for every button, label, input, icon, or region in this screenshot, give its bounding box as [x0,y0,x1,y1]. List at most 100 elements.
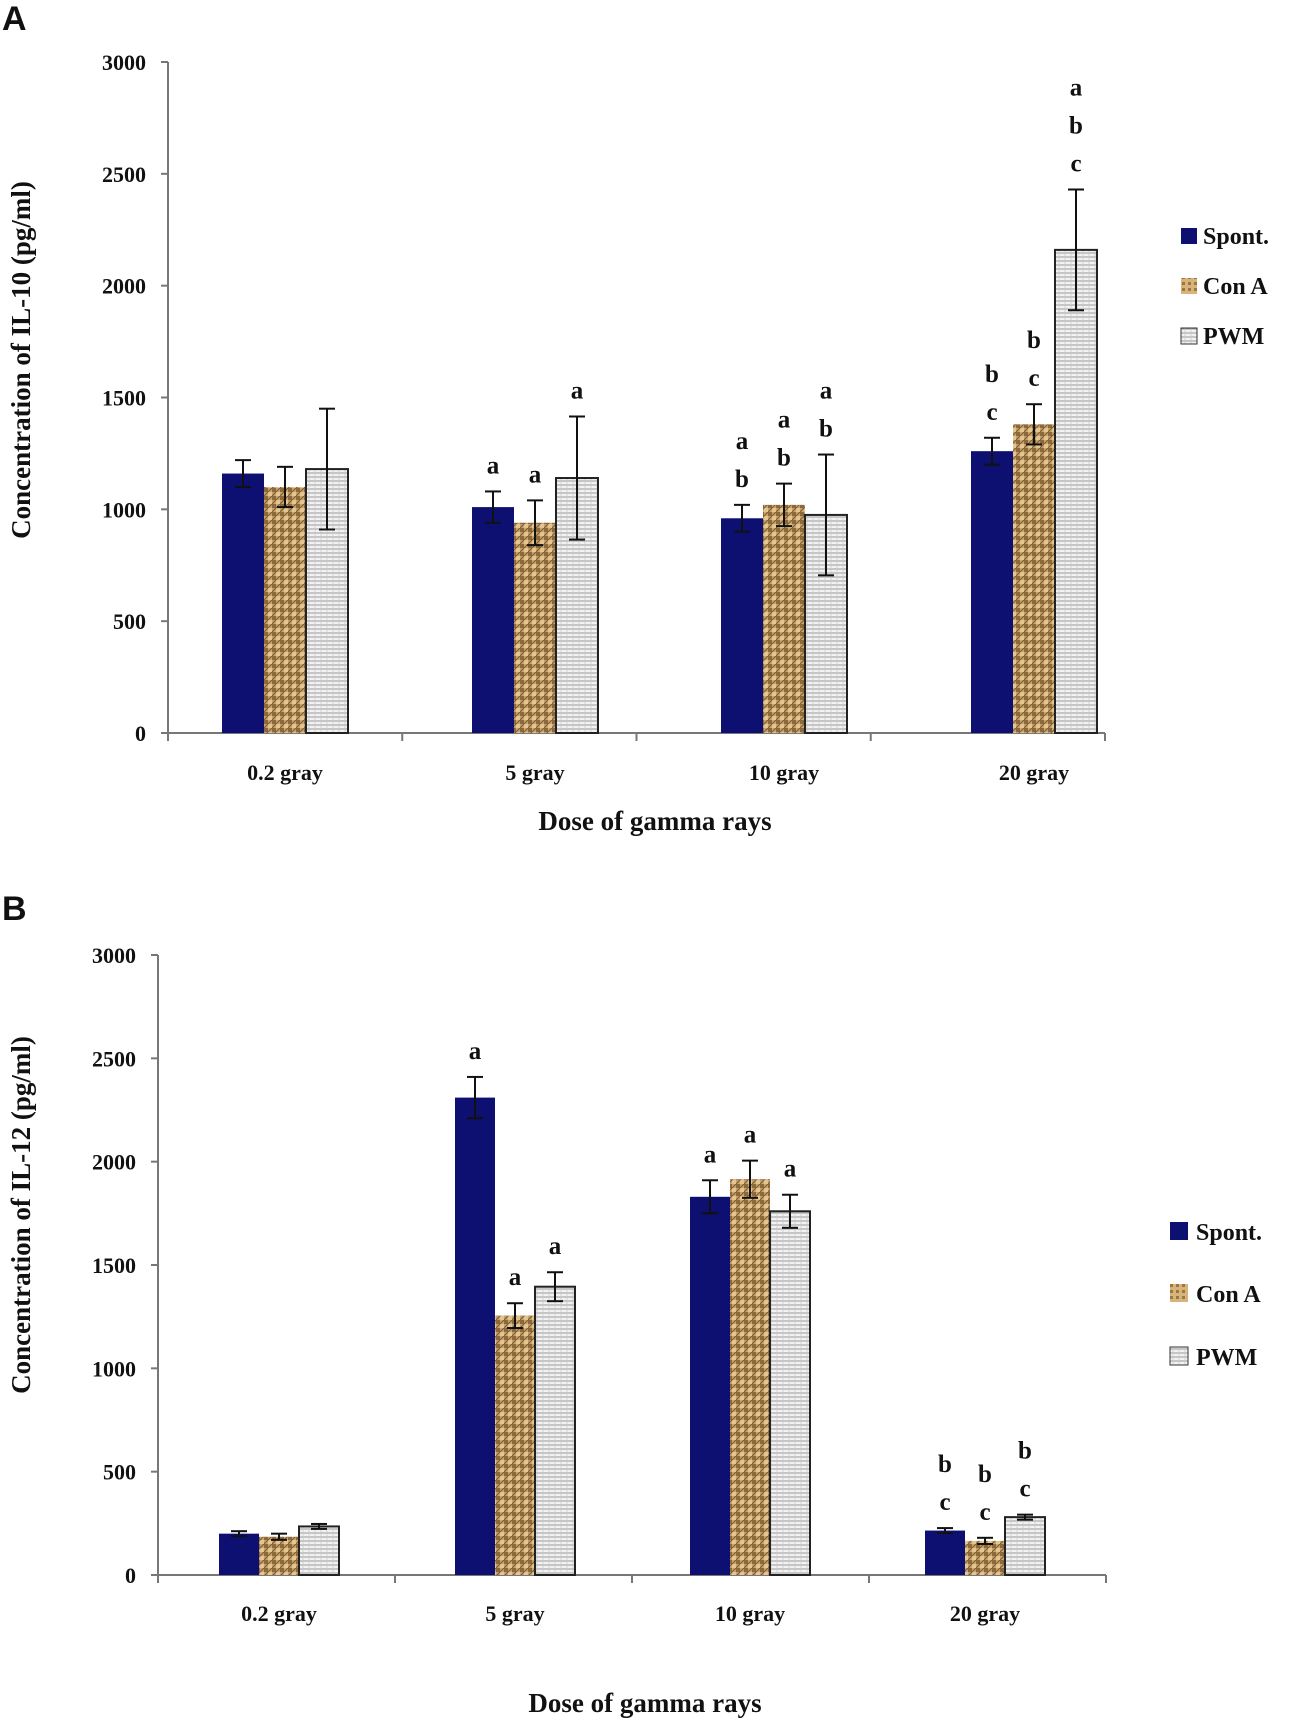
significance-label: b [735,466,749,493]
bar-spont [971,451,1013,733]
bar-pwm [1054,248,1098,734]
significance-label: a [549,1233,562,1260]
bar-spont [219,1533,259,1575]
bar-spont [455,1097,495,1575]
bar-cona [495,1315,535,1575]
significance-label: b [978,1461,992,1488]
y-tick-label: 1000 [102,497,146,522]
bar-pwm [769,1210,811,1577]
significance-label: c [1019,1476,1030,1503]
x-tick-label: 20 gray [950,1601,1020,1626]
legend-label-cona: Con A [1203,274,1268,300]
x-tick-label: 10 gray [715,1601,785,1626]
bar-pwm [534,1285,576,1576]
legend-swatch-pwm [1180,327,1198,345]
legend: Spont. Con A PWM [1180,224,1269,350]
significance-label: b [777,445,791,472]
significance-label: a [704,1141,717,1168]
panel-label-b: B [2,890,27,928]
significance-label: b [1027,327,1041,354]
legend-swatch-pwm [1169,1346,1189,1366]
significance-label: a [744,1122,757,1149]
x-tick-label: 10 gray [749,760,819,785]
y-tick-label: 1500 [102,386,146,411]
bar-pwm [1004,1516,1046,1576]
legend-swatch-spont [1181,228,1197,244]
y-tick-label: 1500 [92,1253,136,1278]
y-axis-title: Concentration of IL-10 (pg/ml) [6,181,36,539]
legend-label-cona: Con A [1196,1282,1261,1308]
x-tick-label: 20 gray [999,760,1069,785]
significance-label: a [1070,74,1083,101]
chart-bars [222,188,1098,734]
y-tick-label: 2500 [92,1046,136,1071]
significance-label: a [784,1156,797,1183]
bar-cona [965,1540,1005,1575]
significance-label: b [1069,112,1083,139]
significance-label: c [939,1489,950,1516]
significance-label: a [820,378,833,405]
y-tick-label: 3000 [92,943,136,968]
x-tick-label: 0.2 gray [241,1601,317,1626]
x-tick-label: 5 gray [485,1601,544,1626]
bar-cona [730,1179,770,1575]
significance-label: b [1018,1438,1032,1465]
bar-cona [259,1536,299,1575]
significance-label: a [736,428,749,455]
significance-label: c [979,1499,990,1526]
bar-spont [925,1530,965,1575]
chart-axes: 0 500 1000 1500 2000 2500 3000 0.2 gray 5 gray 10… [102,50,1106,785]
significance-label: c [1028,365,1039,392]
significance-label: c [986,399,997,426]
legend-label-spont: Spont. [1196,1220,1262,1246]
bar-spont [721,518,763,733]
significance-label: a [509,1264,522,1291]
significance-label: a [469,1038,482,1065]
y-tick-label: 0 [135,721,146,746]
significance-label: a [487,452,500,479]
panel-label-a: A [2,0,27,38]
x-axis-title: Dose of gamma rays [538,806,771,836]
x-tick-label: 0.2 gray [247,760,323,785]
y-tick-label: 1000 [92,1356,136,1381]
bar-cona [763,504,805,733]
legend: Spont. Con A PWM [1169,1220,1262,1371]
chart-axes: 0 500 1000 1500 2000 2500 3000 0.2 gray 5 gray 10… [92,943,1107,1626]
significance-label: a [571,378,584,405]
y-axis-title: Concentration of IL-12 (pg/ml) [6,1036,36,1394]
significance-label: c [1070,150,1081,177]
chart-bars [219,1075,1046,1577]
x-tick-label: 5 gray [505,760,564,785]
x-axis-title: Dose of gamma rays [528,1688,761,1718]
legend-swatch-cona [1181,278,1197,294]
legend-swatch-spont [1170,1222,1188,1240]
legend-swatch-cona [1170,1284,1188,1302]
bar-spont [472,507,514,733]
legend-label-pwm: PWM [1196,1345,1257,1371]
significance-label: b [819,416,833,443]
bar-spont [690,1196,730,1575]
y-tick-label: 2000 [102,274,146,299]
y-tick-label: 3000 [102,50,146,75]
chart-panel-a: A 0 500 1000 1500 2000 2500 3000 0.2 gray 5 gray… [2,0,1269,836]
y-tick-label: 0 [125,1563,136,1588]
y-tick-label: 2500 [102,162,146,187]
bar-pwm [298,1525,340,1577]
significance-label: a [778,407,791,434]
significance-label: b [985,361,999,388]
significance-label: b [938,1451,952,1478]
bar-cona [514,522,556,733]
chart-panel-b: B 0 500 1000 1500 2000 2500 3000 0.2 gray 5 gray… [2,890,1262,1718]
bar-cona [264,486,306,733]
y-tick-label: 500 [103,1460,136,1485]
bar-cona [1013,424,1055,733]
y-tick-label: 500 [113,609,146,634]
bar-spont [222,473,264,733]
significance-label: a [529,461,542,488]
legend-label-spont: Spont. [1203,224,1269,250]
legend-label-pwm: PWM [1203,324,1264,350]
y-tick-label: 2000 [92,1150,136,1175]
